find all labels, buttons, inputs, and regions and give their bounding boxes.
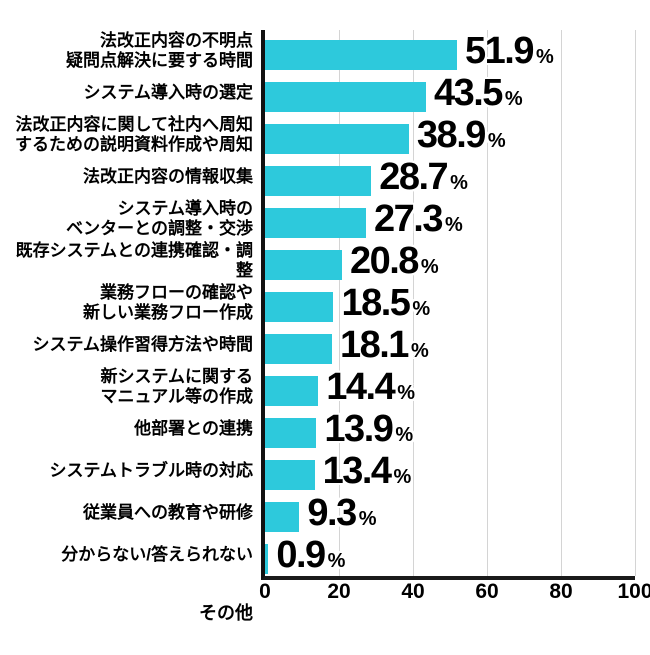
bar <box>265 544 269 574</box>
bar <box>265 460 315 490</box>
bar <box>265 82 426 112</box>
bar <box>265 124 409 154</box>
bar <box>265 40 458 70</box>
category-label: 従業員への教育や研修 <box>83 503 253 522</box>
value-number: 20.8 <box>349 240 419 282</box>
value-label: 0.9% <box>276 534 345 576</box>
value-label: 14.4% <box>326 366 415 408</box>
percent-sign: % <box>420 256 439 278</box>
value-label: 28.7% <box>379 156 468 198</box>
value-number: 0.9 <box>276 534 326 576</box>
category-label-column: 法改正内容の不明点 疑問点解決に要する時間システム導入時の選定法改正内容に関して… <box>0 30 253 576</box>
category-label: システム操作習得方法や時間 <box>32 335 254 354</box>
category-label: 業務フローの確認や 新しい業務フロー作成 <box>83 283 253 322</box>
percent-sign: % <box>393 466 412 488</box>
category-label: システムトラブル時の対応 <box>49 461 254 480</box>
bar <box>265 250 342 280</box>
value-number: 14.4 <box>326 366 395 408</box>
bar <box>265 502 300 532</box>
bar <box>265 166 372 196</box>
category-label: システム導入時の選定 <box>83 83 254 102</box>
x-tick-label: 0 <box>259 580 271 603</box>
percent-sign: % <box>412 298 431 320</box>
gridline-60 <box>487 30 488 576</box>
category-label: 法改正内容の不明点 疑問点解決に要する時間 <box>66 31 253 70</box>
value-number: 38.9 <box>416 114 486 156</box>
percent-sign: % <box>395 424 414 446</box>
percent-sign: % <box>450 172 468 194</box>
percent-sign: % <box>444 214 463 236</box>
value-label: 18.5% <box>341 282 430 324</box>
category-label: 法改正内容に関して社内へ周知 するための説明資料作成や周知 <box>15 115 253 154</box>
value-label: 43.5% <box>434 72 523 114</box>
category-label: 他部署との連携 <box>134 419 253 438</box>
percent-sign: % <box>487 130 506 152</box>
value-label: 20.8% <box>350 240 439 282</box>
value-label: 9.3% <box>307 492 376 534</box>
plot-area: 51.9% 43.5% 38.9% 28.7% 27.3% 20.8% 18.5% 18.1%… <box>261 30 636 580</box>
category-label: システム導入時の ベンターとの調整・交渉 <box>66 199 253 238</box>
percent-sign: % <box>535 46 554 68</box>
value-label: 13.9% <box>324 408 413 450</box>
value-label: 27.3% <box>374 198 463 240</box>
value-number: 13.9 <box>324 408 393 450</box>
percent-sign: % <box>504 88 523 110</box>
bar <box>265 334 332 364</box>
percent-sign: % <box>397 382 416 404</box>
gridline-40 <box>413 30 414 576</box>
category-label: 法改正内容の情報収集 <box>83 167 253 186</box>
value-number: 13.4 <box>322 450 392 492</box>
percent-sign: % <box>358 508 377 530</box>
value-number: 43.5 <box>433 72 503 114</box>
x-tick-label: 60 <box>475 580 499 603</box>
x-tick-label: 100 <box>617 580 650 603</box>
other-category-label: その他 <box>199 603 253 623</box>
value-number: 51.9 <box>465 30 534 72</box>
value-number: 18.1 <box>339 324 409 366</box>
bar <box>265 418 317 448</box>
gridline-100 <box>635 30 636 576</box>
category-label: 既存システムとの連携確認・調整 <box>15 241 253 280</box>
value-label: 18.1% <box>340 324 429 366</box>
x-tick-label: 40 <box>401 580 425 603</box>
bar <box>265 208 366 238</box>
value-label: 13.4% <box>323 450 412 492</box>
category-label: 分からない/答えられない <box>61 545 253 564</box>
value-number: 9.3 <box>307 492 357 534</box>
value-label: 38.9% <box>417 114 506 156</box>
value-number: 27.3 <box>374 198 443 240</box>
x-tick-label: 80 <box>549 580 573 603</box>
value-number: 28.7 <box>379 156 448 198</box>
value-label: 51.9% <box>465 30 554 72</box>
bar <box>265 292 334 322</box>
x-tick-label: 20 <box>327 580 351 603</box>
value-number: 18.5 <box>341 282 410 324</box>
bar <box>265 376 319 406</box>
percent-sign: % <box>410 340 429 362</box>
category-label: 新システムに関する マニュアル等の作成 <box>100 367 254 406</box>
gridline-20 <box>339 30 340 576</box>
gridline-80 <box>561 30 562 576</box>
percent-sign: % <box>327 550 346 572</box>
